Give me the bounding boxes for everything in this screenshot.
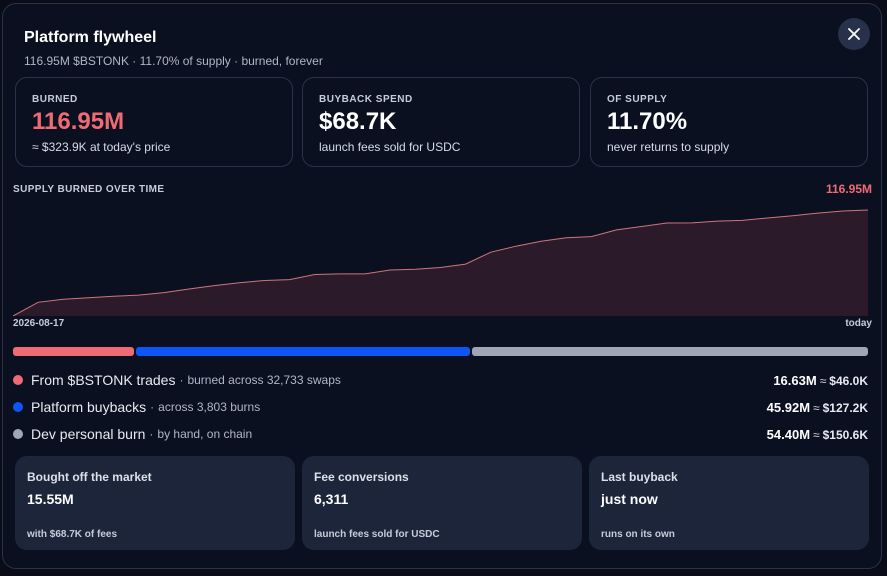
source-detail: burned across 32,733 swaps [187, 373, 341, 387]
chart-title: SUPPLY BURNED OVER TIME [13, 184, 165, 195]
source-name: Platform buybacks [31, 399, 147, 415]
approx-sign: ≈ [819, 373, 827, 388]
stat-value: 11.70% [607, 108, 688, 135]
source-usd: $127.2K [822, 400, 868, 415]
stat-value: $68.7K [319, 108, 397, 135]
share-segment-buybacks [135, 347, 471, 356]
chart-latest-value: 116.95M [825, 182, 872, 196]
stat-buyback-spend: BUYBACK SPEND $68.7K launch fees sold fo… [302, 77, 580, 167]
source-detail: by hand, on chain [157, 427, 253, 441]
stat-sub: ≈ $323.9K at today's price [32, 140, 171, 154]
source-share-bar [13, 347, 868, 356]
modal-subtitle: 116.95M $BSTONK · 11.70% of supply · bur… [24, 54, 323, 68]
stat-of-supply: OF SUPPLY 11.70% never returns to supply [590, 77, 868, 167]
source-row-dev: Dev personal burn · by hand, on chain 54… [13, 425, 868, 443]
card-value: 15.55M [27, 491, 74, 507]
card-label: Last buyback [601, 470, 678, 484]
share-segment-dev [472, 347, 868, 356]
card-bought-off-market: Bought off the market 15.55M with $68.7K… [15, 456, 295, 550]
card-label: Fee conversions [314, 470, 409, 484]
card-value: just now [601, 491, 658, 507]
stat-label: BUYBACK SPEND [319, 94, 413, 105]
stat-burned: BURNED 116.95M ≈ $323.9K at today's pric… [15, 77, 293, 167]
card-label: Bought off the market [27, 470, 152, 484]
source-usd: $46.0K [829, 373, 868, 388]
legend-dot [13, 402, 23, 412]
close-icon [848, 28, 860, 40]
share-segment-trades [13, 347, 134, 356]
close-button[interactable] [838, 18, 870, 50]
chart-line [13, 209, 868, 316]
stat-label: BURNED [32, 94, 78, 105]
card-sub: with $68.7K of fees [27, 529, 118, 540]
card-sub: launch fees sold for USDC [314, 529, 440, 540]
x-axis-start-label: 2026-08-17 [13, 318, 65, 329]
separator: · [179, 373, 184, 387]
approx-sign: ≈ [813, 400, 820, 415]
source-usd: $150.6K [822, 427, 868, 442]
x-axis-end-label: today [845, 318, 872, 329]
legend-dot [13, 429, 23, 439]
card-fee-conversions: Fee conversions 6,311 launch fees sold f… [302, 456, 582, 550]
source-name: Dev personal burn [31, 426, 146, 442]
stat-sub: launch fees sold for USDC [319, 140, 461, 154]
chart-area [13, 210, 868, 316]
source-amount: 54.40M [766, 426, 811, 442]
card-value: 6,311 [314, 491, 349, 507]
stat-value: 116.95M [32, 108, 125, 135]
source-row-buybacks: Platform buybacks · across 3,803 burns 4… [13, 398, 868, 416]
source-row-trades: From $BSTONK trades · burned across 32,7… [13, 371, 868, 389]
source-amount: 45.92M [766, 399, 811, 415]
legend-dot [13, 375, 23, 385]
separator: · [149, 427, 154, 441]
approx-sign: ≈ [813, 427, 820, 442]
stat-sub: never returns to supply [607, 140, 730, 154]
burn-area-chart [13, 209, 868, 316]
modal-title: Platform flywheel [24, 29, 157, 46]
card-sub: runs on its own [601, 529, 675, 540]
card-last-buyback: Last buyback just now runs on its own [589, 456, 869, 550]
source-amount: 16.63M [773, 372, 817, 388]
source-name: From $BSTONK trades [31, 372, 176, 388]
stat-label: OF SUPPLY [607, 94, 668, 105]
source-detail: across 3,803 burns [158, 400, 261, 414]
separator: · [150, 400, 155, 414]
